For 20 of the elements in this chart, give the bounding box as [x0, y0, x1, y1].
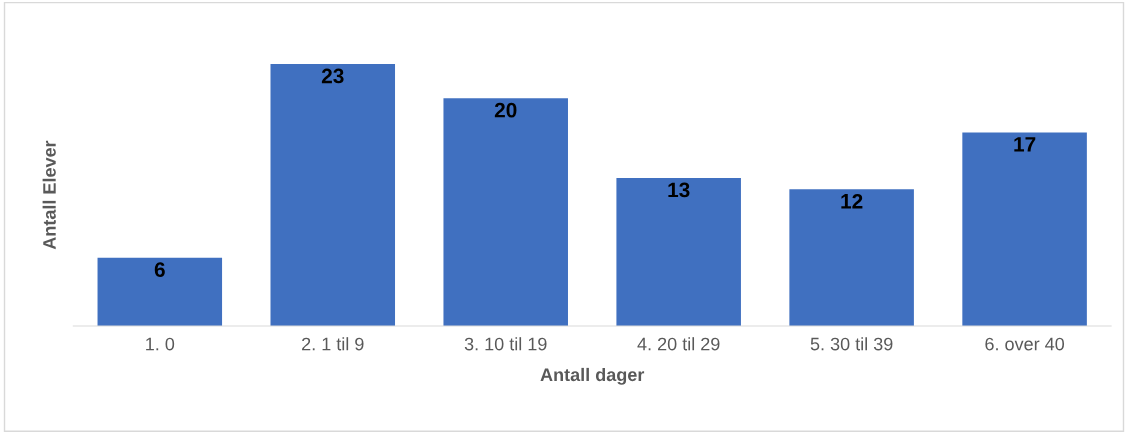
x-tick-label: 1. 0 — [146, 337, 175, 351]
data-label: 6 — [154, 262, 165, 277]
y-axis-title: Antall Elever — [42, 140, 56, 250]
bar — [789, 189, 914, 327]
x-tick-label: 5. 30 til 39 — [810, 337, 893, 351]
x-tick-label: 3. 10 til 19 — [464, 337, 547, 351]
bar — [443, 98, 568, 327]
bar — [616, 177, 741, 327]
x-tick-label: 2. 1 til 9 — [302, 337, 364, 351]
bar — [270, 64, 396, 327]
x-tick-label: 4. 20 til 29 — [637, 337, 720, 351]
bar — [962, 132, 1087, 327]
data-label: 23 — [321, 68, 344, 84]
bar — [97, 257, 223, 327]
data-label: 13 — [668, 182, 690, 198]
x-axis-title: Antall dager — [540, 367, 645, 385]
x-tick-label: 6. over 40 — [985, 337, 1065, 351]
data-label: 17 — [1014, 137, 1036, 152]
data-label: 12 — [841, 193, 863, 209]
data-label: 20 — [494, 102, 517, 118]
